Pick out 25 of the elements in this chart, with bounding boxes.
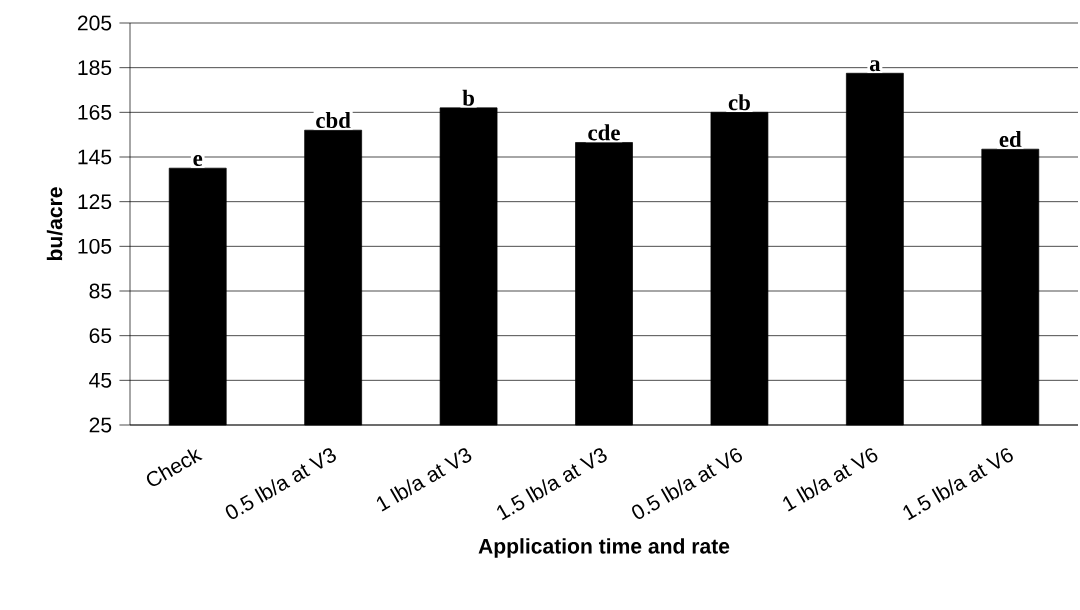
annotation: cb xyxy=(728,94,750,111)
y-tick-label: 45 xyxy=(89,372,112,388)
annotation: a xyxy=(869,60,881,72)
x-tick-label: 1 lb/a at V6 xyxy=(783,448,878,512)
y-tick-label: 165 xyxy=(78,104,112,120)
y-tick-label: 25 xyxy=(89,417,112,433)
y-tick-label: 125 xyxy=(78,194,112,210)
x-tick-label: 0.5 lb/a at V3 xyxy=(225,448,336,519)
annotation: ed xyxy=(999,131,1022,148)
annotation: b xyxy=(462,89,474,106)
y-tick-label: 105 xyxy=(78,238,112,254)
x-tick-label: 1.5 lb/a at V6 xyxy=(903,448,1013,521)
y-tick-label: 85 xyxy=(89,283,112,299)
x-tick-label: 1 lb/a at V3 xyxy=(376,448,472,512)
y-tick-label: 185 xyxy=(78,60,112,76)
x-axis-title: Application time and rate xyxy=(478,538,730,558)
y-tick-label: 205 xyxy=(77,15,112,31)
y-axis-title: bu/acre xyxy=(46,187,63,261)
annotation: cde xyxy=(588,124,620,141)
y-tick-label: 65 xyxy=(89,328,112,344)
x-tick-label: 1.5 lb/a at V3 xyxy=(497,448,607,521)
annotation: e xyxy=(193,155,203,167)
x-tick-label: 0.5 lb/a at V6 xyxy=(632,448,743,519)
y-tick-label: 145 xyxy=(78,149,112,165)
annotation: cbd xyxy=(316,112,351,129)
